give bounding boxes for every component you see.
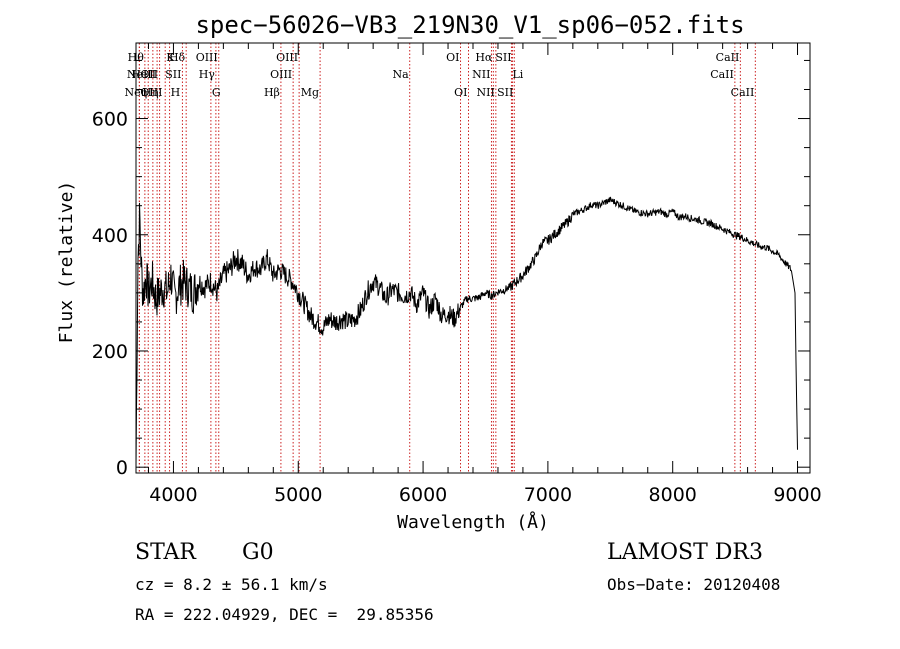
y-tick-label: 600	[92, 109, 128, 131]
redshift-cz: cz = 8.2 ± 56.1 km/s	[135, 575, 328, 594]
x-tick-label: 4000	[149, 484, 197, 506]
line-label: NII	[477, 86, 495, 99]
line-label: Hα	[475, 51, 493, 64]
y-tick-labels: 0 200 400 600	[92, 109, 128, 480]
chart-title: spec−56026−VB3_219N30_V1_sp06−052.fits	[195, 11, 744, 39]
line-label: SII	[165, 68, 181, 81]
axis-ticks	[136, 43, 810, 473]
line-label: Hγ	[199, 68, 216, 81]
y-tick-label: 0	[116, 457, 128, 479]
line-label: OIII	[196, 51, 218, 64]
x-axis-label: Wavelength (Å)	[397, 511, 549, 533]
line-label: G	[212, 86, 221, 99]
x-tick-label: 5000	[274, 484, 322, 506]
line-label: H	[171, 86, 181, 99]
line-label: OI	[454, 86, 467, 99]
x-tick-label: 8000	[649, 484, 697, 506]
object-subclass: G0	[242, 540, 274, 565]
line-label: OI	[446, 51, 459, 64]
survey-name: LAMOST DR3	[607, 540, 763, 565]
line-label: Hη	[142, 86, 158, 99]
y-axis-label: Flux (relative)	[56, 181, 77, 344]
line-label: OIII	[270, 68, 292, 81]
emission-line-markers	[138, 43, 756, 473]
line-label: CaII	[731, 86, 755, 99]
observation-date: Obs−Date: 20120408	[607, 575, 781, 594]
x-tick-label: 6000	[399, 484, 447, 506]
line-label: NII	[472, 68, 490, 81]
y-tick-label: 200	[92, 341, 128, 363]
line-label: SII	[497, 86, 513, 99]
line-label: K	[166, 51, 175, 64]
line-label: Na	[393, 68, 410, 81]
coordinates: RA = 222.04929, DEC = 29.85356	[135, 605, 434, 624]
line-label: Hβ	[264, 86, 280, 99]
line-label: CaII	[716, 51, 740, 64]
line-label: SII	[495, 51, 511, 64]
line-label: CaII	[710, 68, 734, 81]
line-label: NeIII	[127, 68, 156, 81]
line-label: OIII	[276, 51, 298, 64]
spectrum-series-line	[135, 196, 798, 468]
line-label: Li	[512, 68, 523, 81]
line-label: HeI	[131, 68, 151, 81]
y-tick-label: 400	[92, 225, 128, 247]
x-tick-label: 9000	[773, 484, 821, 506]
line-label: Mg	[301, 86, 319, 99]
line-label: OIII	[140, 86, 162, 99]
x-tick-labels: 4000 5000 6000 7000 8000 9000	[149, 484, 821, 506]
line-label: OII	[140, 68, 158, 81]
line-label: Hδ	[169, 51, 186, 64]
object-class: STAR	[135, 540, 196, 565]
x-tick-label: 7000	[524, 484, 572, 506]
